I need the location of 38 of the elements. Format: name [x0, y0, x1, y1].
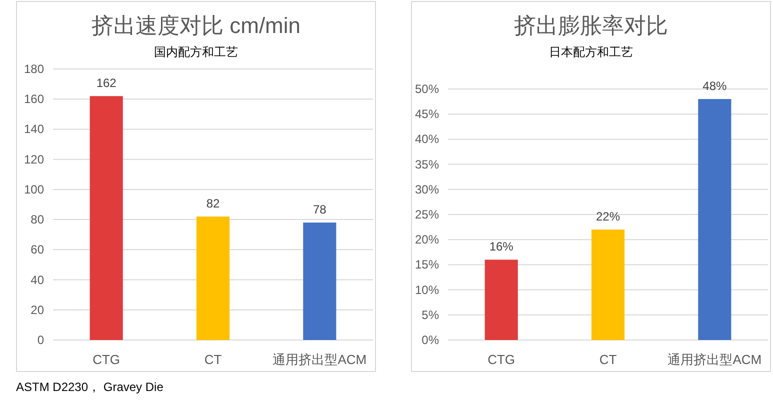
y-tick-label: 20 — [30, 302, 44, 317]
y-tick-label: 50% — [414, 82, 439, 96]
x-tick-label: CTG — [92, 352, 120, 367]
x-tick-label: 通用挤出型ACM — [272, 352, 367, 367]
y-tick-label: 45% — [414, 107, 439, 122]
y-tick-label: 100 — [24, 182, 44, 196]
y-tick-label: 60 — [30, 242, 44, 257]
y-tick-label: 40 — [30, 272, 44, 287]
y-tick-label: 30% — [414, 182, 439, 196]
annotation: ASTM D2230， Gravey Die — [16, 380, 164, 394]
y-tick-label: 20% — [414, 232, 439, 247]
y-tick-label: 5% — [422, 308, 439, 322]
x-tick-label: CTG — [488, 352, 516, 367]
x-tick-label: CT — [204, 352, 222, 367]
data-label: 162 — [96, 76, 116, 90]
data-label: 82 — [206, 196, 220, 211]
y-tick-label: 160 — [24, 92, 44, 106]
y-tick-label: 40% — [414, 132, 439, 146]
title: 挤出速度对比 cm/min — [92, 13, 300, 38]
y-tick-label: 180 — [24, 62, 44, 76]
y-tick-label: 15% — [414, 258, 439, 272]
y-tick-label: 25% — [414, 208, 439, 222]
data-label: 78 — [312, 202, 326, 217]
y-tick-label: 35% — [414, 157, 439, 172]
subtitle: 国内配方和工艺 — [154, 45, 238, 59]
data-label: 48% — [702, 79, 727, 94]
y-tick-label: 120 — [24, 152, 44, 166]
y-tick-label: 0 — [37, 333, 44, 347]
y-tick-label: 140 — [24, 122, 44, 136]
title: 挤出膨胀率对比 — [514, 13, 668, 38]
subtitle: 日本配方和工艺 — [549, 45, 633, 59]
data-label: 16% — [489, 240, 514, 254]
x-tick-label: CT — [599, 352, 617, 367]
y-tick-label: 80 — [30, 212, 44, 227]
data-label: 22% — [596, 210, 620, 224]
x-tick-label: 通用挤出型ACM — [668, 352, 762, 367]
y-tick-label: 10% — [414, 282, 439, 297]
y-tick-label: 0% — [422, 333, 439, 347]
